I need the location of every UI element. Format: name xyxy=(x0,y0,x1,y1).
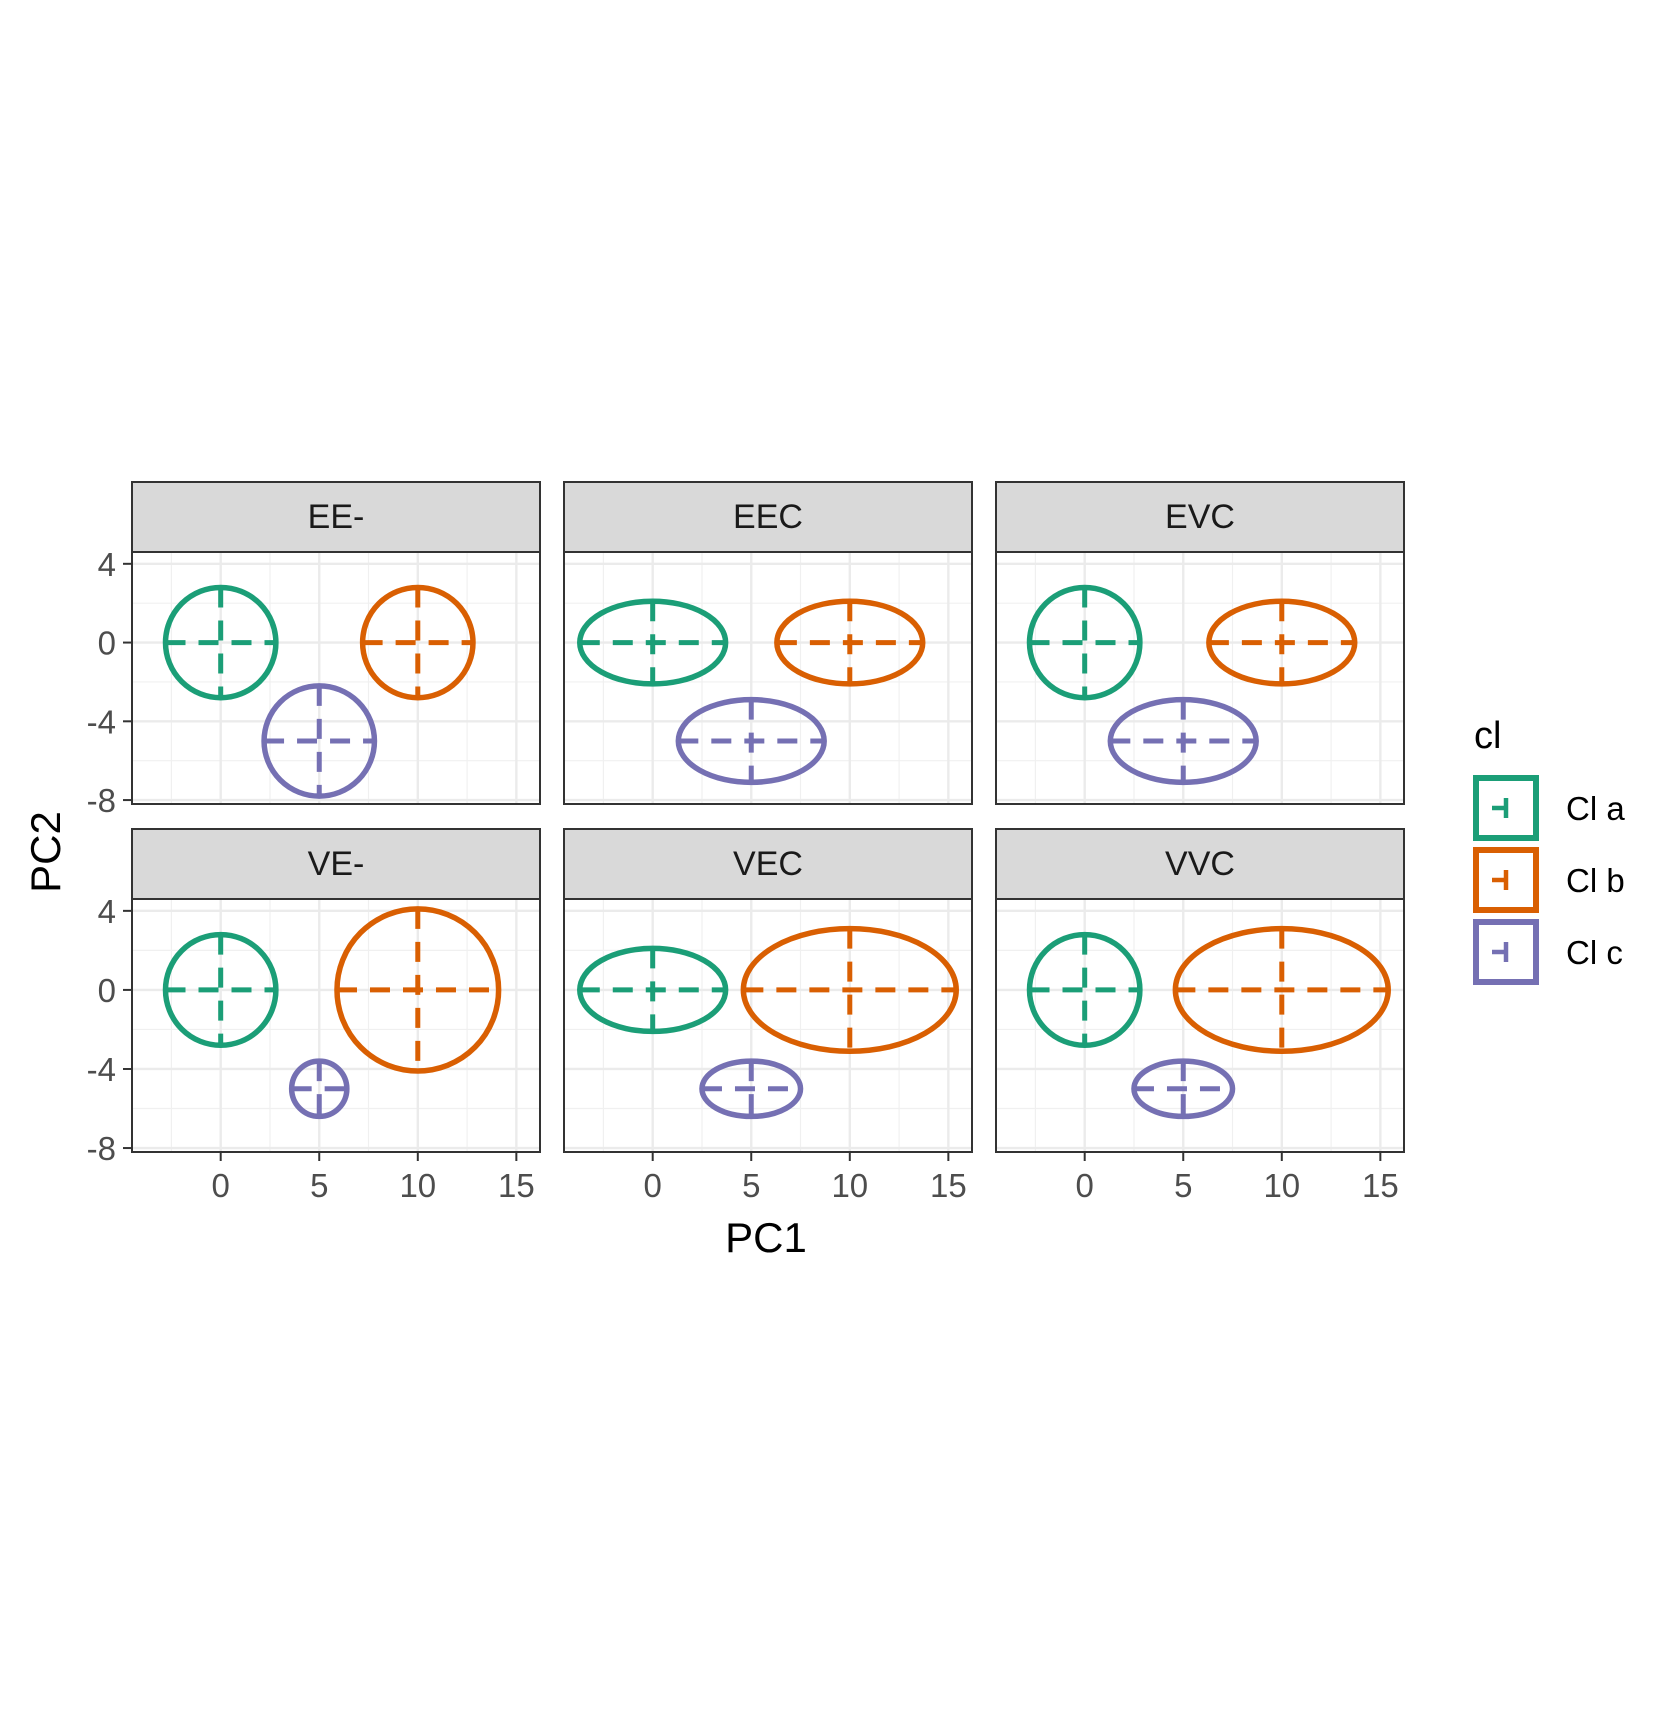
ellipse-mark xyxy=(1172,925,1391,1054)
x-tick-label: 10 xyxy=(399,1167,436,1204)
legend-key xyxy=(1473,919,1539,985)
plot-background xyxy=(564,899,972,1152)
y-tick-label: 0 xyxy=(98,972,116,1009)
facet-panel: EE- xyxy=(131,481,541,805)
facet-label: VVC xyxy=(1165,845,1235,883)
x-tick-label: 10 xyxy=(831,1167,868,1204)
legend: cl Cl a Cl b Cl c xyxy=(1473,715,1625,985)
legend-entry: Cl c xyxy=(1473,919,1623,985)
panel-border xyxy=(131,898,541,1153)
facet-panel: EEC xyxy=(563,481,973,805)
ellipse-mark xyxy=(162,584,279,701)
ellipse-mark xyxy=(288,1058,350,1120)
y-axis-title: PC2 xyxy=(22,811,69,893)
ellipse-mark xyxy=(359,584,476,701)
ellipse-mark xyxy=(1107,696,1259,786)
facet-label: EVC xyxy=(1165,498,1235,536)
x-tick-label: 15 xyxy=(498,1167,535,1204)
ellipse-layer xyxy=(162,584,476,799)
x-tick-label: 5 xyxy=(1174,1167,1192,1204)
facet-panel: VVC xyxy=(995,828,1405,1153)
plot-background xyxy=(132,552,540,804)
x-tick-label: 0 xyxy=(644,1167,662,1204)
panel-border xyxy=(995,898,1405,1153)
facet-strip xyxy=(995,481,1405,553)
grid xyxy=(996,552,1404,804)
y-tick-label: 4 xyxy=(98,893,116,930)
ellipse-mark xyxy=(675,696,827,786)
legend-title: cl xyxy=(1474,715,1501,757)
ellipse-mark xyxy=(577,598,729,687)
x-tick-label: 0 xyxy=(1076,1167,1094,1204)
facet-label: VE- xyxy=(308,845,365,883)
facet-strip xyxy=(995,828,1405,900)
legend-entry: Cl a xyxy=(1473,775,1625,841)
legend-label: Cl c xyxy=(1566,934,1623,971)
ellipse-layer xyxy=(577,925,959,1120)
facet-strip xyxy=(131,481,541,553)
ellipse-mark xyxy=(261,683,378,799)
facet-strip xyxy=(563,828,973,900)
plot-background xyxy=(996,552,1404,804)
x-tick-label: 15 xyxy=(1362,1167,1399,1204)
legend-entry: Cl b xyxy=(1473,847,1625,913)
ellipse-mark xyxy=(740,925,959,1054)
x-tick-label: 0 xyxy=(212,1167,230,1204)
facet-panels: EE- EEC EVC VE- VEC VVC xyxy=(131,481,1405,1153)
grid xyxy=(564,552,972,804)
ellipse-mark xyxy=(699,1058,804,1120)
panel-border xyxy=(563,551,973,805)
ellipse-mark xyxy=(334,906,502,1074)
ellipse-layer xyxy=(577,598,926,786)
x-tick-label: 5 xyxy=(742,1167,760,1204)
x-tick-label: 10 xyxy=(1263,1167,1300,1204)
facet-label: VEC xyxy=(733,845,803,883)
facet-panel: VE- xyxy=(131,828,541,1153)
ellipse-mark xyxy=(577,945,729,1035)
y-tick-label: -8 xyxy=(87,1130,116,1167)
ellipse-mark xyxy=(1026,584,1143,701)
ellipse-layer xyxy=(162,906,502,1120)
y-tick-label: 4 xyxy=(98,546,116,583)
ellipse-mark xyxy=(1026,931,1143,1049)
ellipse-layer xyxy=(1026,584,1358,786)
ellipse-mark xyxy=(1206,598,1358,687)
legend-label: Cl a xyxy=(1566,790,1625,827)
ellipse-layer xyxy=(1026,925,1391,1120)
y-tick-label: -4 xyxy=(87,703,116,740)
y-tick-label: 0 xyxy=(98,625,116,662)
legend-label: Cl b xyxy=(1566,862,1625,899)
panel-border xyxy=(563,898,973,1153)
facet-label: EE- xyxy=(308,498,365,536)
ellipse-mark xyxy=(162,931,279,1049)
panel-border xyxy=(131,551,541,805)
plot-background xyxy=(564,552,972,804)
axes: 4 0 -4 -8 4 0 -4 -8 0 5 10 15 0 5 10 15 0 5 10 15 xyxy=(87,546,1399,1204)
facet-label: EEC xyxy=(733,498,803,536)
facet-panel: VEC xyxy=(563,828,973,1153)
ellipse-mark xyxy=(774,598,926,687)
ellipse-mark xyxy=(1131,1058,1236,1120)
y-tick-label: -4 xyxy=(87,1051,116,1088)
facet-strip xyxy=(563,481,973,553)
panel-border xyxy=(995,551,1405,805)
x-axis-title: PC1 xyxy=(725,1214,807,1261)
y-tick-label: -8 xyxy=(87,782,116,819)
x-tick-label: 15 xyxy=(930,1167,967,1204)
x-tick-label: 5 xyxy=(310,1167,328,1204)
facet-panel: EVC xyxy=(995,481,1405,805)
